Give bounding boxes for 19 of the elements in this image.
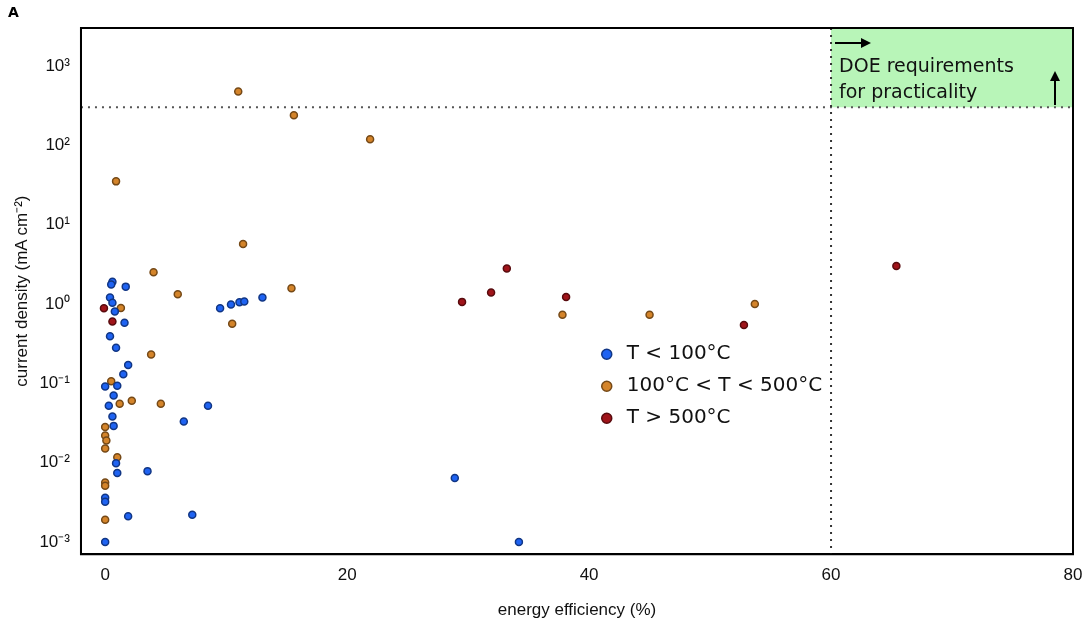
y-tick-label: 10¹ xyxy=(45,214,71,234)
legend-label: T < 100°C xyxy=(625,340,731,365)
text: A xyxy=(8,3,19,20)
x-tick-label: 60 xyxy=(821,565,841,585)
y-tick-label: 10⁻³ xyxy=(39,531,71,551)
y-tick-label: 10⁰ xyxy=(45,293,70,313)
y-tick-label: 10³ xyxy=(45,55,71,75)
x-tick-label: 40 xyxy=(579,565,599,585)
band-label: DOE requirements for practicality xyxy=(839,54,1014,103)
x-tick-label: 80 xyxy=(1063,565,1083,585)
y-tick-label: 10⁻² xyxy=(39,452,71,472)
legend-label: T > 500°C xyxy=(625,404,731,429)
x-tick-label: 0 xyxy=(100,565,110,585)
y-axis-title: current density (mA cm⁻²) xyxy=(11,195,31,387)
x-axis-title: energy efficiency (%) xyxy=(497,600,657,620)
y-tick-label: 10⁻¹ xyxy=(39,372,71,392)
y-tick-label: 10² xyxy=(45,134,71,154)
x-tick-label: 20 xyxy=(337,565,357,585)
legend-label: 100°C < T < 500°C xyxy=(626,372,823,397)
